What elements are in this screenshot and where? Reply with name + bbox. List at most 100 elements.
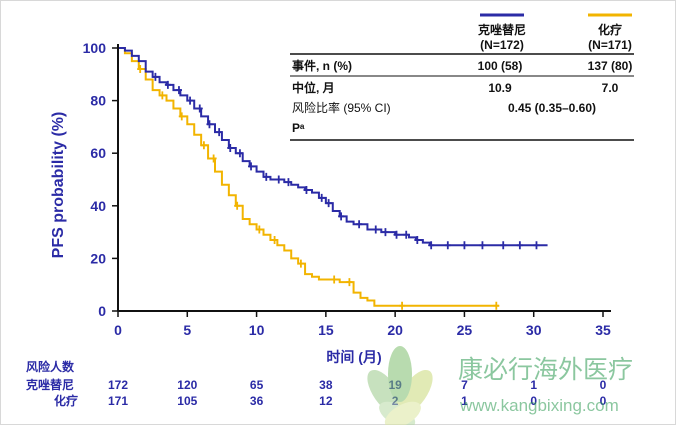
stats-row-hr-label: 风险比率 (95% CI): [292, 100, 391, 115]
censor-mark-crizotinib-21: [403, 230, 410, 239]
stats-row-events-chemo: 137 (80): [588, 59, 633, 73]
censor-mark-crizotinib-16: [338, 212, 345, 221]
stats-row-events-label: 事件, n (%): [292, 58, 352, 73]
stats-row-median-label: 中位, 月: [292, 80, 335, 95]
censor-mark-crizotinib-15: [325, 199, 332, 208]
stats-row-median-criz: 10.9: [488, 81, 512, 95]
censor-mark-chemo-10: [346, 278, 353, 287]
censor-mark-chemo-9: [331, 275, 338, 284]
x-tick-label-35: 35: [595, 322, 611, 338]
watermark-text: 康必行海外医疗: [458, 356, 633, 384]
risk-value-crizotinib-35: 0: [600, 378, 607, 392]
curve-crizotinib: [118, 47, 548, 247]
y-tick-label-20: 20: [90, 250, 106, 266]
censor-mark-chemo-5: [234, 201, 241, 210]
censor-mark-crizotinib-4: [196, 104, 203, 113]
censor-mark-crizotinib-18: [372, 225, 379, 234]
risk-value-chemo-35: 0: [600, 394, 607, 408]
y-axis-label: PFS probability (%): [50, 112, 67, 259]
risk-value-chemo-15: 12: [319, 394, 333, 408]
legend-n-crizotinib: (N=172): [480, 38, 524, 52]
x-tick-label-20: 20: [387, 322, 403, 338]
censor-mark-chemo-2: [178, 112, 185, 121]
x-tick-label-10: 10: [249, 322, 265, 338]
x-tick-label-30: 30: [526, 322, 542, 338]
censor-mark-crizotinib-14: [318, 193, 325, 202]
risk-value-chemo-5: 105: [177, 394, 197, 408]
censor-mark-chemo-12: [493, 301, 500, 310]
risk-value-crizotinib-25: 7: [461, 378, 468, 392]
x-tick-label-25: 25: [457, 322, 473, 338]
risk-value-crizotinib-0: 172: [108, 378, 128, 392]
censor-mark-crizotinib-29: [533, 241, 540, 250]
risk-table-title: 风险人数: [26, 359, 75, 374]
x-axis-label: 时间 (月): [326, 349, 381, 365]
y-tick-label-0: 0: [98, 303, 106, 319]
risk-value-chemo-10: 36: [250, 394, 264, 408]
legend-label-crizotinib: 克唑替尼: [478, 22, 526, 37]
risk-value-crizotinib-10: 65: [250, 378, 264, 392]
curve-chemo: [118, 47, 500, 307]
risk-row-label-chemo: 化疗: [54, 393, 78, 408]
risk-value-crizotinib-15: 38: [319, 378, 333, 392]
x-tick-label-15: 15: [318, 322, 334, 338]
censor-mark-crizotinib-7: [227, 143, 234, 152]
risk-value-chemo-30: 0: [530, 394, 537, 408]
censor-mark-chemo-7: [271, 235, 278, 244]
stats-row-events-criz: 100 (58): [478, 59, 523, 73]
stats-row-p-label: Pᵃ: [292, 121, 305, 135]
risk-row-label-crizotinib: 克唑替尼: [26, 377, 74, 392]
lotus-logo-icon: [367, 346, 433, 425]
censor-mark-crizotinib-22: [414, 235, 421, 244]
censor-mark-crizotinib-1: [164, 80, 171, 89]
watermark: 康必行海外医疗 www.kangbixing.com: [367, 346, 633, 425]
censor-mark-chemo-11: [399, 301, 406, 310]
censor-mark-crizotinib-6: [216, 128, 223, 137]
censor-mark-chemo-1: [159, 91, 166, 100]
censor-mark-crizotinib-25: [461, 241, 468, 250]
censor-mark-crizotinib-26: [479, 241, 486, 250]
y-tick-label-60: 60: [90, 145, 106, 161]
censor-mark-chemo-0: [137, 65, 144, 74]
legend: 克唑替尼 (N=172) 化疗 (N=171): [478, 13, 632, 52]
censor-mark-chemo-4: [210, 154, 217, 163]
risk-value-crizotinib-5: 120: [177, 378, 197, 392]
x-tick-label-0: 0: [114, 322, 122, 338]
legend-n-chemo: (N=171): [588, 38, 632, 52]
censor-mark-crizotinib-28: [516, 241, 523, 250]
censor-mark-crizotinib-27: [500, 241, 507, 250]
stats-row-median-chemo: 7.0: [602, 81, 619, 95]
censor-mark-crizotinib-9: [248, 162, 255, 171]
censor-mark-crizotinib-13: [303, 186, 310, 195]
censor-mark-chemo-3: [200, 141, 207, 150]
censor-mark-chemo-8: [297, 259, 304, 268]
censor-mark-chemo-6: [256, 225, 263, 234]
x-tick-label-5: 5: [183, 322, 191, 338]
censor-mark-crizotinib-3: [187, 96, 194, 105]
survival-curves: [118, 47, 548, 310]
stats-table: 事件, n (%) 100 (58) 137 (80) 中位, 月 10.9 7…: [290, 53, 634, 141]
censor-mark-crizotinib-24: [444, 241, 451, 250]
censor-mark-crizotinib-23: [428, 241, 435, 250]
stats-row-hr-value: 0.45 (0.35–0.60): [508, 101, 596, 115]
y-tick-label-100: 100: [83, 40, 107, 56]
censor-mark-crizotinib-19: [382, 228, 389, 237]
watermark-url: www.kangbixing.com: [459, 396, 619, 415]
censor-mark-crizotinib-17: [356, 220, 363, 229]
y-tick-label-40: 40: [90, 198, 106, 214]
censor-mark-crizotinib-5: [206, 120, 213, 129]
censor-mark-crizotinib-11: [275, 175, 282, 184]
risk-value-chemo-25: 1: [461, 394, 468, 408]
censor-mark-crizotinib-20: [393, 230, 400, 239]
censor-mark-crizotinib-10: [263, 172, 270, 181]
censor-mark-crizotinib-12: [285, 178, 292, 187]
risk-value-crizotinib-30: 1: [530, 378, 537, 392]
legend-label-chemo: 化疗: [598, 22, 622, 37]
censor-mark-crizotinib-2: [175, 86, 182, 95]
censor-mark-crizotinib-8: [236, 149, 243, 158]
censor-mark-crizotinib-0: [152, 72, 159, 81]
axes: 0 5 10 15 20 25 30 35 0 20 40 60 80 100: [83, 40, 611, 338]
y-tick-label-80: 80: [90, 93, 106, 109]
risk-value-chemo-0: 171: [108, 394, 128, 408]
